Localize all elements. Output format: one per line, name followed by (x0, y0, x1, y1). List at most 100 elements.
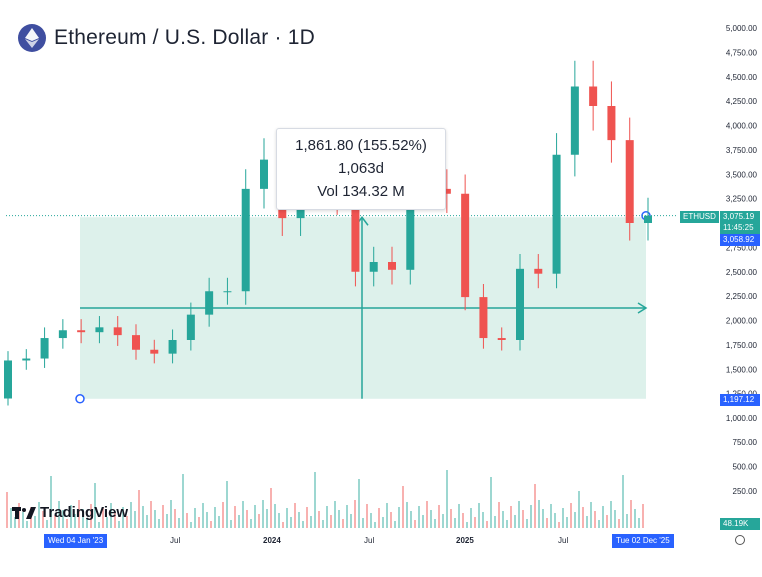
volume-bar (374, 522, 376, 528)
price-tick-label: 2,250.00 (726, 292, 758, 301)
volume-bar (278, 513, 280, 528)
volume-bar (598, 520, 600, 528)
volume-bar (306, 507, 308, 528)
volume-bar (578, 491, 580, 528)
volume-bar (178, 518, 180, 528)
volume-bar (606, 515, 608, 528)
volume-bar (522, 510, 524, 528)
volume-bar (470, 508, 472, 528)
volume-bar (102, 508, 104, 528)
volume-bar (454, 518, 456, 528)
volume-bar (274, 504, 276, 528)
candle-body (132, 335, 140, 350)
time-label-jul-2023: Jul (170, 536, 181, 545)
volume-bar (558, 522, 560, 528)
candle-body (351, 195, 360, 272)
volume-bar (474, 517, 476, 528)
price-tick-label: 2,500.00 (726, 268, 758, 277)
candle-body (241, 188, 250, 292)
volume-bar (14, 517, 16, 528)
volume-bar (630, 500, 632, 528)
volume-bar (106, 517, 108, 528)
time-label-jul-2024: Jul (364, 536, 375, 545)
candle-body (625, 140, 634, 223)
volume-bar (258, 514, 260, 528)
volume-bar (582, 507, 584, 528)
volume-bar (26, 521, 28, 528)
volume-bar (246, 510, 248, 528)
volume-bar (322, 520, 324, 528)
volume-bar (270, 488, 272, 528)
price-tick-label: 1,500.00 (726, 365, 758, 374)
volume-bar (358, 479, 360, 528)
candle-body (644, 215, 652, 223)
volume-bar (158, 519, 160, 528)
volume-bar (502, 511, 504, 528)
tradingview-logo[interactable]: TradingView (12, 504, 128, 521)
candle-body (113, 327, 122, 336)
volume-bar (174, 509, 176, 528)
volume-bar (562, 508, 564, 528)
volume-bar (350, 514, 352, 528)
volume-bar (614, 510, 616, 528)
volume-bar (426, 501, 428, 528)
volume-bar (238, 515, 240, 528)
volume-bar (198, 517, 200, 528)
volume-bar (266, 509, 268, 528)
volume-bar (146, 515, 148, 528)
price-tick-label: 4,500.00 (726, 73, 758, 82)
price-tick-label: 4,250.00 (726, 97, 758, 106)
volume-bar (518, 501, 520, 528)
settings-icon[interactable] (735, 535, 745, 545)
volume-bar (446, 470, 448, 528)
volume-bar (418, 506, 420, 528)
measure-duration: 1,063d (338, 160, 384, 177)
volume-bar (58, 501, 60, 528)
price-tick-label: 5,000.00 (726, 24, 758, 33)
volume-bar (218, 516, 220, 528)
candle-body (589, 86, 598, 106)
volume-bar (438, 505, 440, 528)
candle-body (497, 338, 506, 340)
volume-bar (490, 477, 492, 528)
symbol-title: Ethereum / U.S. Dollar · 1D (54, 26, 315, 49)
volume-bar (54, 515, 56, 528)
volume-bar (538, 500, 540, 528)
volume-bar (566, 517, 568, 528)
volume-bar (110, 503, 112, 528)
candle-body (607, 106, 616, 141)
candle-body (22, 358, 31, 361)
volume-bar (130, 502, 132, 528)
chart-title: Ethereum / U.S. Dollar · 1D (18, 24, 315, 52)
price-axis: 5,000.00 4,750.00 4,500.00 4,250.00 4,000.00… (726, 24, 758, 496)
volume-bar (330, 515, 332, 528)
candle-body (4, 360, 12, 399)
volume-bar (34, 516, 36, 528)
volume-bar (574, 512, 576, 528)
volume-bar (50, 476, 52, 528)
volume-bar (402, 486, 404, 528)
measure-arrow-head (637, 302, 648, 314)
volume-bar (194, 508, 196, 528)
volume-bar (326, 506, 328, 528)
candle-body (186, 314, 195, 340)
volume-bars (6, 470, 644, 528)
candle-body (406, 154, 415, 270)
volume-bar (214, 507, 216, 528)
volume-bar (622, 475, 624, 528)
volume-bar (478, 503, 480, 528)
volume-bar (506, 520, 508, 528)
volume-bar (82, 509, 84, 528)
volume-bar (310, 516, 312, 528)
volume-bar (530, 505, 532, 528)
volume-bar (482, 512, 484, 528)
volume-bar (550, 504, 552, 528)
candle-body (442, 188, 451, 194)
candle-body (570, 86, 579, 155)
price-tick-label: 500.00 (733, 463, 758, 472)
candle-body (40, 338, 49, 359)
volume-bar (378, 508, 380, 528)
measure-tool (6, 210, 676, 404)
